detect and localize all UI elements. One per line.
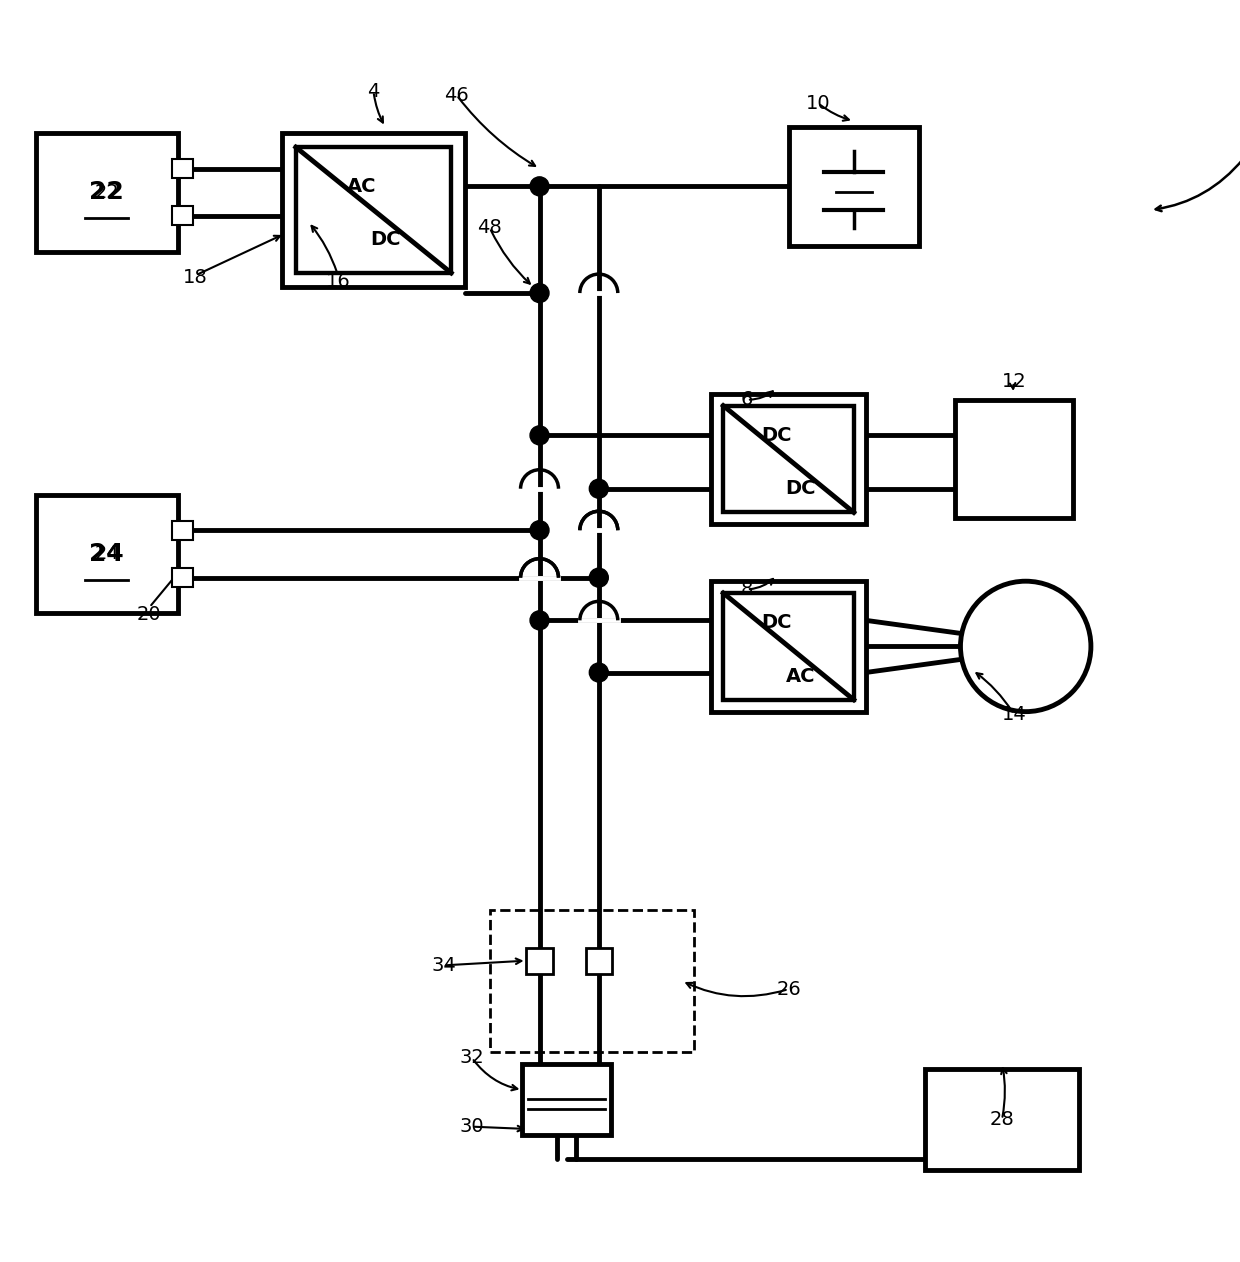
Bar (172, 521, 193, 540)
Text: 20: 20 (138, 604, 161, 623)
Text: DC: DC (761, 425, 792, 444)
Text: 26: 26 (776, 979, 801, 998)
Bar (522, 1064, 611, 1135)
Text: 18: 18 (184, 268, 208, 288)
Text: 24: 24 (94, 544, 119, 563)
Text: AC: AC (347, 177, 377, 196)
Bar (296, 148, 451, 273)
Circle shape (529, 521, 549, 540)
Circle shape (529, 284, 549, 303)
Text: DC: DC (761, 613, 792, 632)
Bar (789, 127, 919, 246)
Text: 24: 24 (89, 541, 124, 565)
Text: 22: 22 (89, 180, 124, 204)
Bar (36, 495, 177, 613)
Text: 14: 14 (1002, 704, 1027, 723)
Text: DC: DC (785, 480, 816, 498)
Bar (36, 133, 177, 251)
Text: 48: 48 (477, 218, 502, 237)
Circle shape (589, 663, 609, 681)
Text: AC: AC (786, 666, 815, 685)
Bar (925, 1069, 1079, 1170)
Text: 10: 10 (806, 93, 831, 112)
Circle shape (529, 177, 549, 196)
Bar (723, 405, 854, 512)
Bar (281, 133, 465, 288)
Bar (490, 910, 693, 1053)
Text: DC: DC (370, 230, 401, 249)
Text: 32: 32 (460, 1049, 485, 1068)
Text: 22: 22 (94, 183, 119, 202)
Bar (955, 400, 1073, 519)
Bar (585, 948, 611, 974)
Text: 30: 30 (460, 1117, 485, 1136)
Bar (172, 207, 193, 226)
Text: 8: 8 (740, 581, 753, 599)
Circle shape (961, 582, 1091, 712)
Text: 46: 46 (444, 86, 469, 105)
Text: 16: 16 (326, 271, 351, 290)
Text: 4: 4 (367, 82, 379, 101)
Text: 12: 12 (1002, 372, 1027, 391)
Text: 6: 6 (740, 390, 753, 409)
Bar (712, 394, 866, 524)
Circle shape (589, 480, 609, 498)
Circle shape (589, 568, 609, 587)
Text: 28: 28 (990, 1111, 1014, 1129)
Bar (712, 582, 866, 712)
Text: 34: 34 (432, 955, 456, 974)
Bar (527, 948, 553, 974)
Bar (723, 593, 854, 699)
Circle shape (529, 611, 549, 630)
Circle shape (529, 425, 549, 444)
Bar (172, 568, 193, 587)
Bar (172, 159, 193, 178)
